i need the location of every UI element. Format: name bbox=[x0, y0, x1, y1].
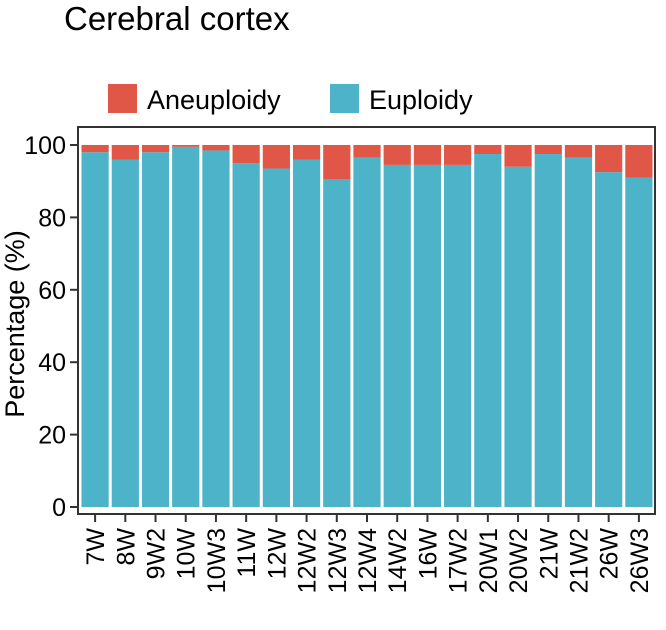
bar-euploidy-20w2 bbox=[504, 166, 532, 507]
bar-euploidy-9w2 bbox=[141, 152, 170, 508]
bar-euploidy-21w bbox=[534, 154, 562, 508]
x-tick-label-26w: 26W bbox=[596, 528, 624, 580]
bar-euploidy-11w bbox=[232, 163, 260, 507]
x-tick-label-10w: 10W bbox=[173, 528, 201, 580]
bar-euploidy-26w3 bbox=[625, 177, 653, 507]
x-tick-label-20w1: 20W1 bbox=[475, 528, 503, 593]
y-tick-label-40: 40 bbox=[38, 349, 66, 377]
y-tick-label-0: 0 bbox=[52, 494, 66, 522]
x-tick-label-12w2: 12W2 bbox=[294, 528, 322, 593]
bar-euploidy-17w2 bbox=[444, 164, 472, 507]
bars-group bbox=[81, 145, 653, 508]
x-tick-label-9w2: 9W2 bbox=[143, 528, 171, 579]
bar-euploidy-7w bbox=[81, 152, 109, 508]
bar-aneuploidy-21w2 bbox=[564, 145, 593, 158]
x-tick-label-8w: 8W bbox=[112, 528, 140, 566]
bar-euploidy-20w1 bbox=[474, 154, 502, 508]
x-tick-label-12w: 12W bbox=[263, 528, 291, 580]
x-tick-label-21w: 21W bbox=[535, 528, 563, 580]
bar-euploidy-26w bbox=[595, 172, 623, 507]
x-tick-label-12w3: 12W3 bbox=[324, 528, 352, 593]
chart-title: Cerebral cortex bbox=[64, 0, 290, 37]
bar-euploidy-10w3 bbox=[202, 150, 230, 507]
bar-aneuploidy-10w bbox=[172, 145, 200, 147]
x-tick-label-10w3: 10W3 bbox=[203, 528, 231, 593]
bar-aneuploidy-17w2 bbox=[444, 145, 472, 165]
x-tick-label-11w: 11W bbox=[233, 528, 261, 578]
y-tick-label-60: 60 bbox=[38, 277, 66, 305]
x-tick-label-21w2: 21W2 bbox=[565, 528, 593, 593]
bar-aneuploidy-10w3 bbox=[202, 145, 230, 151]
x-tick-label-20w2: 20W2 bbox=[505, 528, 533, 593]
bar-aneuploidy-12w4 bbox=[353, 145, 381, 158]
legend: Aneuploidy Euploidy bbox=[108, 84, 473, 115]
x-tick-label-12w4: 12W4 bbox=[354, 528, 382, 593]
bar-aneuploidy-12w2 bbox=[292, 145, 321, 160]
y-axis-label: Percentage (%) bbox=[0, 230, 30, 418]
bar-aneuploidy-14w2 bbox=[383, 145, 411, 165]
bar-aneuploidy-20w1 bbox=[474, 145, 502, 155]
x-tick-label-17w2: 17W2 bbox=[445, 528, 473, 593]
x-axis: 7W 8W 9W2 10W 10W3 11W 12W 12W2 12W3 12W4 14W2 16W 1… bbox=[82, 514, 654, 593]
legend-swatch-aneuploidy bbox=[108, 84, 137, 113]
plot-frame bbox=[77, 126, 656, 515]
bar-euploidy-10w bbox=[172, 146, 200, 507]
legend-label-aneuploidy: Aneuploidy bbox=[147, 85, 281, 115]
x-tick-label-16w: 16W bbox=[414, 528, 442, 580]
legend-label-euploidy: Euploidy bbox=[369, 85, 473, 115]
bar-euploidy-12w3 bbox=[323, 179, 351, 507]
bar-aneuploidy-20w2 bbox=[504, 145, 532, 167]
x-tick-label-14w2: 14W2 bbox=[384, 528, 412, 593]
bar-aneuploidy-7w bbox=[81, 145, 109, 153]
bar-aneuploidy-21w bbox=[534, 145, 562, 155]
y-tick-label-80: 80 bbox=[38, 204, 66, 232]
y-tick-label-100: 100 bbox=[24, 132, 66, 160]
bar-euploidy-8w bbox=[111, 159, 139, 508]
y-tick-label-20: 20 bbox=[38, 422, 66, 450]
legend-swatch-euploidy bbox=[330, 84, 359, 113]
x-tick-label-7w: 7W bbox=[82, 528, 110, 566]
bar-euploidy-14w2 bbox=[383, 164, 411, 507]
x-tick-label-26w3: 26W3 bbox=[626, 528, 654, 593]
bar-euploidy-12w2 bbox=[292, 159, 321, 508]
bar-aneuploidy-26w bbox=[595, 145, 623, 173]
bar-aneuploidy-9w2 bbox=[141, 145, 170, 153]
bar-aneuploidy-12w3 bbox=[323, 145, 351, 180]
bar-aneuploidy-12w bbox=[262, 145, 290, 169]
bar-aneuploidy-16w bbox=[413, 145, 442, 165]
bar-aneuploidy-8w bbox=[111, 145, 139, 160]
bar-aneuploidy-11w bbox=[232, 145, 260, 164]
bar-euploidy-21w2 bbox=[564, 157, 593, 508]
bar-euploidy-12w4 bbox=[353, 157, 381, 508]
bar-aneuploidy-26w3 bbox=[625, 145, 653, 178]
y-axis: 0 20 40 60 80 100 bbox=[24, 132, 78, 522]
bar-euploidy-16w bbox=[413, 164, 442, 507]
bar-euploidy-12w bbox=[262, 168, 290, 507]
